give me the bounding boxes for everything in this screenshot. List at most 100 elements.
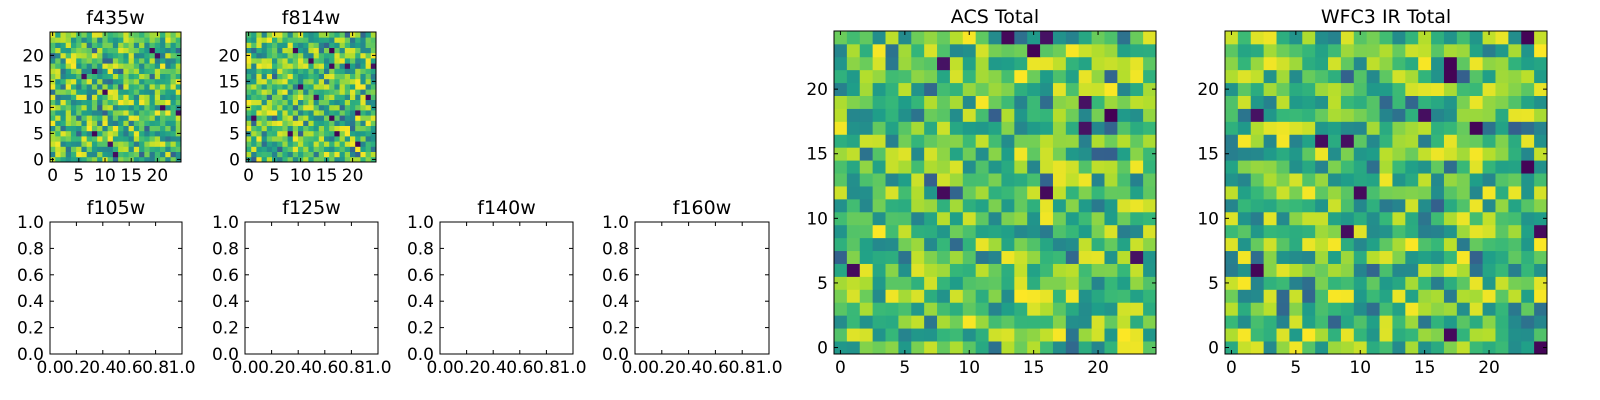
heatmap-cell [139, 141, 145, 147]
heatmap-cell [266, 42, 273, 48]
heatmap-cell [1040, 263, 1054, 277]
heatmap-cell [165, 156, 171, 163]
heatmap-cell [834, 121, 848, 135]
heatmap-cell [112, 78, 119, 85]
heatmap-cell [86, 68, 93, 74]
heatmap-cell [1418, 82, 1432, 96]
heatmap-cell [118, 136, 124, 142]
heatmap-cell [112, 84, 119, 90]
heatmap-cell [1353, 211, 1368, 226]
heatmap-cell [1521, 276, 1535, 290]
heatmap-cell [1366, 43, 1380, 58]
heatmap-cell [160, 47, 166, 54]
heatmap-cell [277, 115, 283, 121]
heatmap-cell [846, 147, 861, 161]
heatmap-cell [107, 58, 114, 64]
heatmap-cell [76, 110, 82, 116]
heatmap-cell [292, 73, 299, 80]
heatmap-cell [846, 31, 861, 45]
heatmap-cell [1250, 250, 1265, 264]
heatmap-cell [107, 84, 114, 90]
heatmap-cell [339, 110, 346, 116]
heatmap-cell [1379, 173, 1393, 187]
heatmap-cell [246, 151, 252, 158]
heatmap-cell [1508, 341, 1522, 355]
y-tick-label: 0.0 [212, 345, 239, 365]
heatmap-cell [70, 68, 77, 74]
heatmap-cell [277, 63, 283, 69]
heatmap-cell [1315, 211, 1329, 226]
heatmap-cell [118, 89, 124, 95]
heatmap-cell [170, 84, 177, 90]
heatmap-cell [313, 63, 320, 69]
heatmap-cell [128, 68, 135, 74]
heatmap-cell [1302, 95, 1316, 109]
heatmap-cell [1001, 341, 1015, 355]
heatmap-cell [911, 302, 925, 316]
heatmap-cell [133, 73, 140, 80]
heatmap-cell [133, 115, 140, 121]
heatmap-cell [924, 95, 938, 109]
heatmap-cell [261, 146, 268, 152]
heatmap-cell [118, 99, 124, 106]
heatmap-cell [266, 73, 273, 80]
heatmap-cell [144, 42, 150, 48]
heatmap-cell [1117, 263, 1131, 277]
heatmap-cell [1052, 302, 1067, 316]
heatmap-cell [112, 110, 119, 116]
heatmap-cell [60, 32, 67, 38]
heatmap-cell [144, 99, 150, 106]
heatmap-cell [1027, 43, 1041, 58]
heatmap-cell [1340, 43, 1355, 58]
heatmap-cell [292, 146, 299, 152]
heatmap-cell [339, 130, 346, 137]
y-tick-label: 15 [22, 72, 44, 92]
heatmap-cell [329, 58, 335, 64]
heatmap-cell [303, 141, 309, 147]
heatmap-cell [1263, 134, 1277, 148]
heatmap-cell [318, 125, 325, 132]
heatmap-cell [272, 58, 278, 64]
heatmap-cell [282, 130, 288, 137]
heatmap-cell [1225, 173, 1239, 187]
heatmap-cell [86, 89, 93, 95]
heatmap-cell [859, 315, 874, 329]
x-tick-label: 1.0 [559, 358, 586, 378]
heatmap-cell [937, 302, 951, 316]
heatmap-cell [1302, 224, 1316, 239]
heatmap-cell [962, 108, 977, 122]
heatmap-cell [1237, 134, 1252, 148]
y-tick-label: 0.4 [602, 292, 629, 312]
heatmap-cell [65, 99, 72, 106]
heatmap-cell [1091, 341, 1105, 355]
heatmap-cell [1130, 31, 1144, 45]
heatmap-cell [272, 115, 278, 121]
heatmap-cell [123, 141, 129, 147]
heatmap-cell [313, 110, 320, 116]
heatmap-cell [988, 56, 1002, 71]
heatmap-cell [1534, 56, 1548, 71]
heatmap-cell [924, 134, 938, 148]
heatmap-cell [144, 47, 150, 54]
heatmap-cell [154, 125, 161, 132]
heatmap-cell [911, 186, 925, 200]
heatmap-cell [1091, 263, 1105, 277]
heatmap-cell [102, 125, 109, 132]
x-tick-label: 15 [1414, 358, 1436, 378]
x-tick-label: 10 [958, 358, 980, 378]
axes-frame [49, 31, 182, 163]
heatmap-cell [1443, 56, 1458, 71]
heatmap-cell [303, 47, 309, 54]
heatmap-cell [1456, 69, 1471, 84]
heatmap-cell [1225, 289, 1239, 303]
heatmap-cell [1117, 186, 1131, 200]
x-tick-label: 0.4 [480, 358, 507, 378]
heatmap-cell [1237, 69, 1252, 84]
heatmap-cell [1392, 198, 1406, 213]
heatmap-cell [339, 52, 346, 59]
heatmap-cell [70, 115, 77, 121]
heatmap-cell [329, 63, 335, 69]
heatmap-cell [313, 47, 320, 54]
heatmap-cell [107, 115, 114, 121]
heatmap-cell [65, 125, 72, 132]
